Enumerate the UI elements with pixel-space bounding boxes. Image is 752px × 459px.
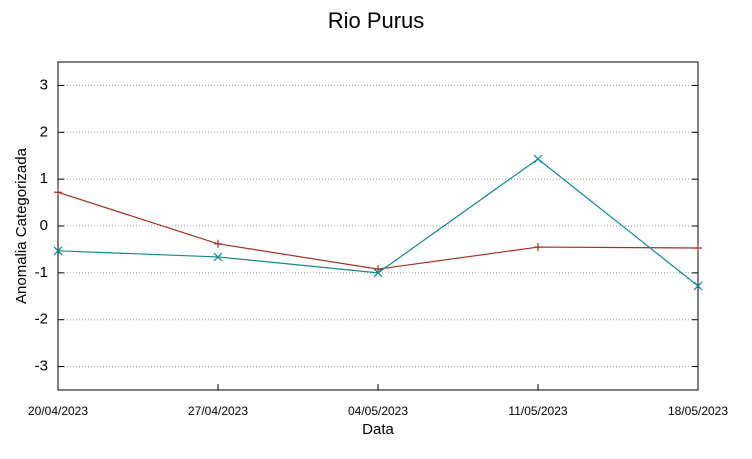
point-marker (693, 281, 703, 291)
y-axis-label: Anomalia Categorizada (13, 147, 30, 304)
point-marker (694, 244, 702, 253)
x-tick-label: 18/05/2023 (668, 404, 728, 418)
point-marker (373, 268, 383, 278)
x-tick-label: 11/05/2023 (508, 404, 567, 418)
x-tick-label: 20/04/2023 (28, 404, 88, 418)
y-tick-label: -2 (35, 311, 48, 328)
y-tick-label: 2 (40, 123, 48, 140)
y-tick-label: 1 (40, 170, 48, 187)
point-marker (53, 246, 63, 256)
x-tick-label: 04/05/2023 (348, 404, 408, 418)
y-tick-label: -3 (35, 358, 48, 375)
point-marker (213, 252, 223, 262)
x-axis-label: Data (362, 421, 394, 438)
y-tick-label: 3 (40, 76, 48, 93)
series-line (57, 191, 699, 270)
point-marker (54, 188, 62, 197)
point-marker (534, 243, 542, 252)
point-marker (374, 265, 382, 274)
point-marker (533, 154, 543, 164)
x-tick-label: 27/04/2023 (188, 404, 248, 418)
y-tick-label: -1 (35, 264, 48, 281)
chart-title: Rio Purus (328, 8, 425, 33)
y-tick-label: 0 (40, 217, 48, 234)
point-marker (214, 239, 222, 248)
